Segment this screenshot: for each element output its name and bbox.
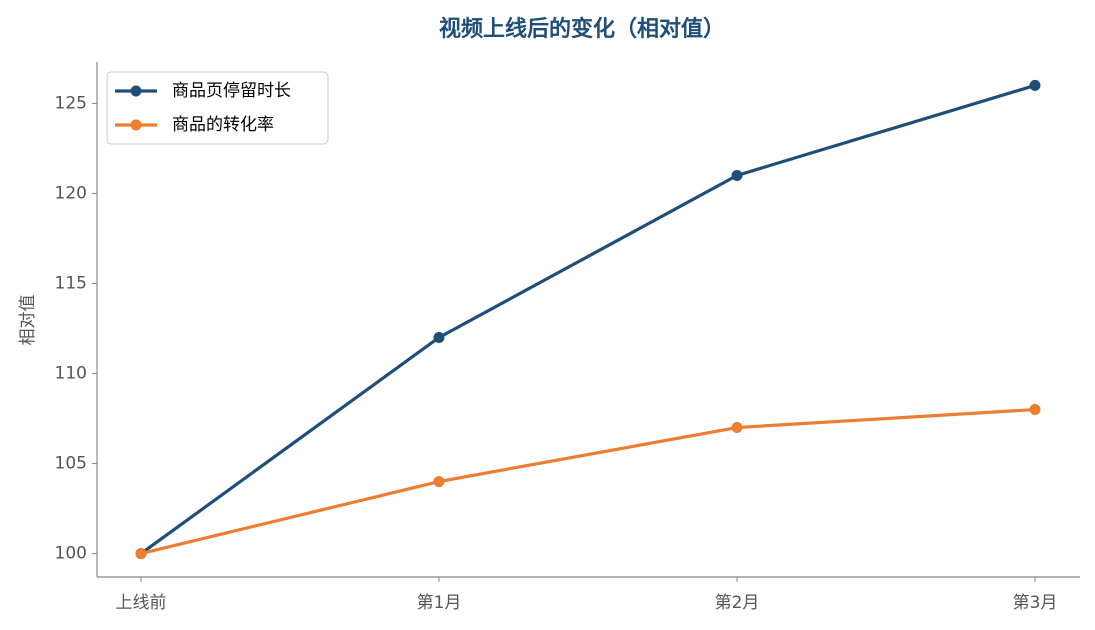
x-tick-label: 上线前 (116, 593, 167, 613)
y-tick-label: 100 (55, 544, 87, 564)
y-tick-label: 115 (55, 273, 87, 293)
legend-label: 商品的转化率 (172, 115, 274, 135)
series-line (140, 407, 1036, 556)
legend-marker (130, 85, 142, 97)
point (1029, 404, 1041, 416)
y-tick-label: 110 (55, 364, 87, 384)
y-tick-label: 105 (55, 454, 87, 474)
chart-title: 视频上线后的变化（相对值） (439, 16, 725, 42)
x-tick-label: 第3月 (1013, 593, 1058, 613)
y-axis-label: 相对值 (18, 295, 38, 346)
point (731, 422, 743, 434)
point (433, 332, 445, 344)
point (1029, 79, 1041, 91)
legend-box (106, 71, 329, 145)
point (433, 476, 445, 488)
x-tick-label: 第2月 (715, 593, 760, 613)
point (135, 548, 147, 560)
legend-marker (130, 119, 142, 131)
series-line (140, 83, 1036, 555)
point (731, 169, 743, 181)
y-tick-label: 120 (55, 183, 87, 203)
x-tick-label: 第1月 (417, 593, 462, 613)
y-tick-label: 125 (55, 93, 87, 113)
legend-label: 商品页停留时长 (172, 81, 291, 101)
